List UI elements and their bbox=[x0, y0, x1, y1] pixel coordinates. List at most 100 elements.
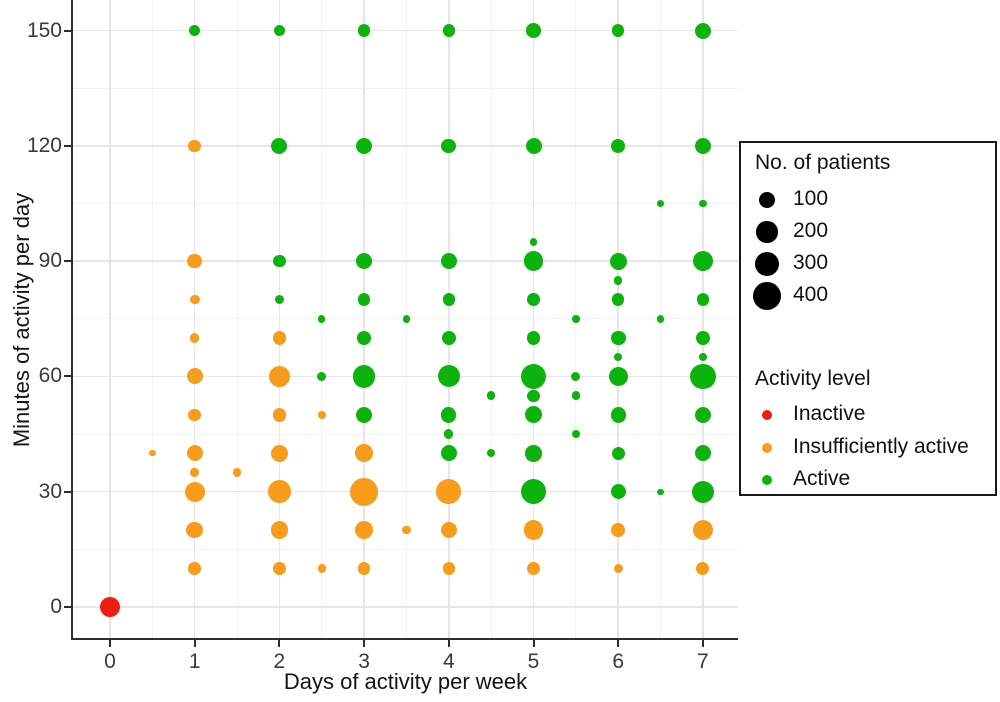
data-point bbox=[698, 353, 708, 362]
data-point bbox=[186, 368, 203, 385]
legend-size-dot bbox=[756, 221, 778, 243]
data-point bbox=[657, 200, 664, 207]
data-point bbox=[609, 252, 627, 270]
data-point bbox=[188, 139, 201, 153]
data-point bbox=[529, 238, 538, 246]
y-tick-mark bbox=[64, 490, 72, 493]
y-tick-mark bbox=[64, 606, 72, 608]
data-point bbox=[610, 484, 626, 500]
legend-size-label: 400 bbox=[793, 283, 829, 306]
data-point bbox=[272, 408, 287, 422]
x-tick-label: 4 bbox=[442, 650, 455, 673]
legend-size-dot bbox=[754, 251, 780, 277]
x-tick-mark bbox=[701, 640, 704, 647]
gridline-y-minor bbox=[73, 202, 738, 204]
data-point bbox=[436, 479, 462, 505]
legend-level-label: Active bbox=[793, 467, 851, 490]
data-point bbox=[613, 563, 623, 574]
x-axis-title: Days of activity per week bbox=[283, 669, 528, 694]
legend-size-title: No. of patients bbox=[755, 151, 891, 174]
data-point bbox=[613, 353, 623, 362]
data-point bbox=[440, 253, 457, 270]
data-point bbox=[99, 596, 121, 618]
data-point bbox=[527, 293, 540, 306]
x-tick-label: 2 bbox=[273, 650, 286, 673]
data-point bbox=[186, 445, 203, 462]
legend-level-dot bbox=[762, 475, 772, 485]
legend-size-label: 100 bbox=[793, 187, 829, 210]
y-tick-label: 120 bbox=[26, 133, 62, 157]
x-tick-mark bbox=[532, 640, 535, 647]
data-point bbox=[699, 199, 707, 208]
data-point bbox=[611, 138, 626, 153]
data-point bbox=[696, 562, 710, 576]
data-point bbox=[656, 315, 665, 323]
gridline-x-minor bbox=[490, 0, 492, 638]
data-point bbox=[358, 24, 371, 37]
gridline-y-minor bbox=[73, 433, 738, 435]
data-point bbox=[271, 137, 288, 154]
y-axis-line bbox=[71, 0, 73, 640]
data-point bbox=[571, 391, 581, 400]
data-point bbox=[317, 371, 327, 381]
x-tick-mark bbox=[109, 640, 111, 647]
legend-size-label: 200 bbox=[793, 219, 829, 242]
data-point bbox=[613, 276, 623, 285]
data-point bbox=[273, 562, 286, 575]
y-tick-mark bbox=[64, 144, 72, 147]
data-point bbox=[441, 331, 456, 345]
legend-size-dot bbox=[753, 282, 781, 310]
x-tick-mark bbox=[617, 640, 620, 647]
data-point bbox=[440, 445, 457, 462]
data-point bbox=[272, 331, 287, 345]
data-point bbox=[269, 366, 290, 387]
data-point bbox=[520, 363, 547, 389]
legend-size-label: 300 bbox=[793, 251, 829, 274]
data-point bbox=[440, 522, 457, 539]
data-point bbox=[571, 429, 581, 439]
data-point bbox=[232, 468, 242, 477]
data-point bbox=[486, 449, 496, 458]
legend-level-title: Activity level bbox=[755, 367, 871, 390]
data-point bbox=[692, 250, 714, 272]
legend-level-label: Insufficiently active bbox=[793, 434, 969, 458]
legend-size-dot bbox=[759, 192, 775, 208]
data-point bbox=[187, 253, 202, 269]
data-point bbox=[611, 446, 625, 460]
x-tick-label: 0 bbox=[104, 650, 116, 673]
data-point bbox=[357, 562, 371, 575]
x-tick-mark bbox=[278, 640, 281, 647]
data-point bbox=[188, 562, 201, 575]
data-point bbox=[317, 564, 326, 573]
data-point bbox=[526, 331, 541, 345]
data-point bbox=[355, 406, 373, 424]
data-point bbox=[444, 429, 454, 439]
data-point bbox=[695, 331, 710, 345]
data-point bbox=[355, 444, 373, 463]
data-point bbox=[657, 488, 664, 495]
gridline-y-major bbox=[73, 260, 738, 262]
data-point bbox=[694, 137, 712, 155]
data-point bbox=[612, 293, 625, 306]
data-point bbox=[611, 523, 626, 538]
gridline-x-major bbox=[448, 0, 450, 638]
gridline-x-major bbox=[702, 0, 704, 638]
data-point bbox=[571, 371, 581, 381]
data-point bbox=[318, 315, 326, 323]
data-point bbox=[610, 407, 626, 423]
data-point bbox=[608, 366, 628, 387]
data-point bbox=[357, 293, 371, 306]
x-tick-label: 3 bbox=[358, 650, 370, 673]
data-point bbox=[694, 445, 711, 462]
legend-level-dot bbox=[762, 442, 772, 453]
data-point bbox=[526, 23, 541, 38]
gridline-x-major bbox=[363, 0, 365, 638]
x-axis-line bbox=[71, 638, 738, 640]
data-point bbox=[402, 315, 411, 323]
y-tick-mark bbox=[64, 260, 72, 263]
data-point bbox=[521, 479, 546, 505]
data-point bbox=[186, 521, 203, 539]
data-point bbox=[355, 521, 373, 540]
